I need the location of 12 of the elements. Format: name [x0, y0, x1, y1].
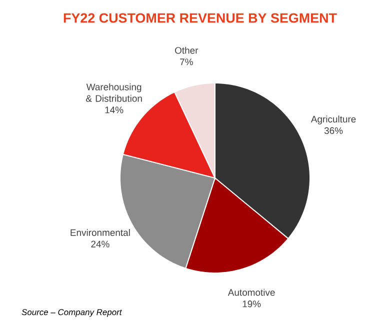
slice-label: Environmental: [70, 229, 130, 236]
data-label: 7%: [180, 58, 193, 66]
data-label: 24%: [91, 240, 110, 248]
data-label: 36%: [324, 127, 343, 134]
source-note: Source – Company Report: [22, 309, 122, 317]
slice-label: Automotive: [228, 288, 275, 296]
slice-label: Agriculture: [310, 116, 356, 124]
data-label: 14%: [105, 106, 124, 114]
slice-label: Warehousing & Distribution: [86, 83, 142, 102]
slice-label: Other: [175, 46, 198, 54]
chart-title: FY22 CUSTOMER REVENUE BY SEGMENT: [64, 13, 337, 23]
data-label: 19%: [242, 300, 261, 308]
